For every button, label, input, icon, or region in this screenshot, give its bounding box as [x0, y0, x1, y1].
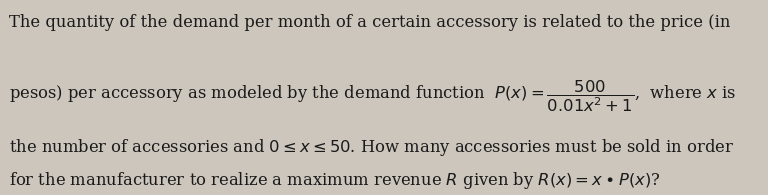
- Text: the number of accessories and $0\leq x\leq 50$. How many accessories must be sol: the number of accessories and $0\leq x\l…: [9, 136, 734, 158]
- Text: for the manufacturer to realize a maximum revenue $R$ given by $R(x)=x\bullet P(: for the manufacturer to realize a maximu…: [9, 170, 660, 191]
- Text: pesos) per accessory as modeled by the demand function  $P(x)=\dfrac{500}{0.01x^: pesos) per accessory as modeled by the d…: [9, 78, 737, 114]
- Text: The quantity of the demand per month of a certain accessory is related to the pr: The quantity of the demand per month of …: [9, 14, 730, 31]
